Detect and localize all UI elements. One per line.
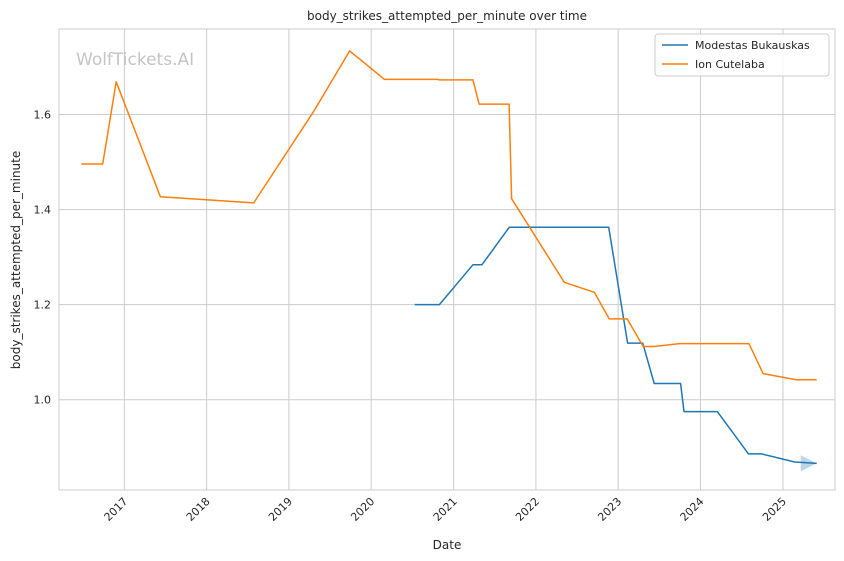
x-tick-label: 2025 <box>760 495 789 524</box>
x-tick-label: 2023 <box>595 495 624 524</box>
x-tick-label: 2021 <box>431 495 460 524</box>
legend-box <box>654 33 830 77</box>
y-tick-label: 1.0 <box>34 394 52 407</box>
series-lines <box>81 50 817 472</box>
series-line-ion-cutelaba <box>81 50 817 381</box>
series-line-modestas-bukauskas <box>414 226 817 465</box>
y-tick-label: 1.6 <box>34 109 52 122</box>
x-tick-label: 2019 <box>266 495 295 524</box>
y-axis-label: body_strikes_attempted_per_minute <box>9 151 23 369</box>
plot-frame <box>58 28 836 491</box>
x-tick-label: 2022 <box>513 495 542 524</box>
x-tick-label: 2017 <box>101 495 130 524</box>
legend-label-modestas: Modestas Bukauskas <box>695 39 810 52</box>
grid-lines <box>59 29 835 490</box>
y-tick-label: 1.4 <box>34 204 52 217</box>
chart-title: body_strikes_attempted_per_minute over t… <box>307 9 587 23</box>
series-end-arrow <box>800 455 817 472</box>
tick-labels: 1.0 1.2 1.4 1.6 2017 2018 2019 2020 2021 2022 2023… <box>34 109 790 524</box>
x-axis-label: Date <box>433 538 462 552</box>
watermark: WolfTickets.AI <box>76 50 194 70</box>
legend: Modestas Bukauskas Ion Cutelaba <box>654 33 830 77</box>
x-tick-label: 2018 <box>184 495 213 524</box>
x-tick-label: 2020 <box>348 495 377 524</box>
legend-label-ion: Ion Cutelaba <box>695 58 765 71</box>
x-tick-label: 2024 <box>678 495 707 524</box>
y-tick-label: 1.2 <box>34 299 52 312</box>
